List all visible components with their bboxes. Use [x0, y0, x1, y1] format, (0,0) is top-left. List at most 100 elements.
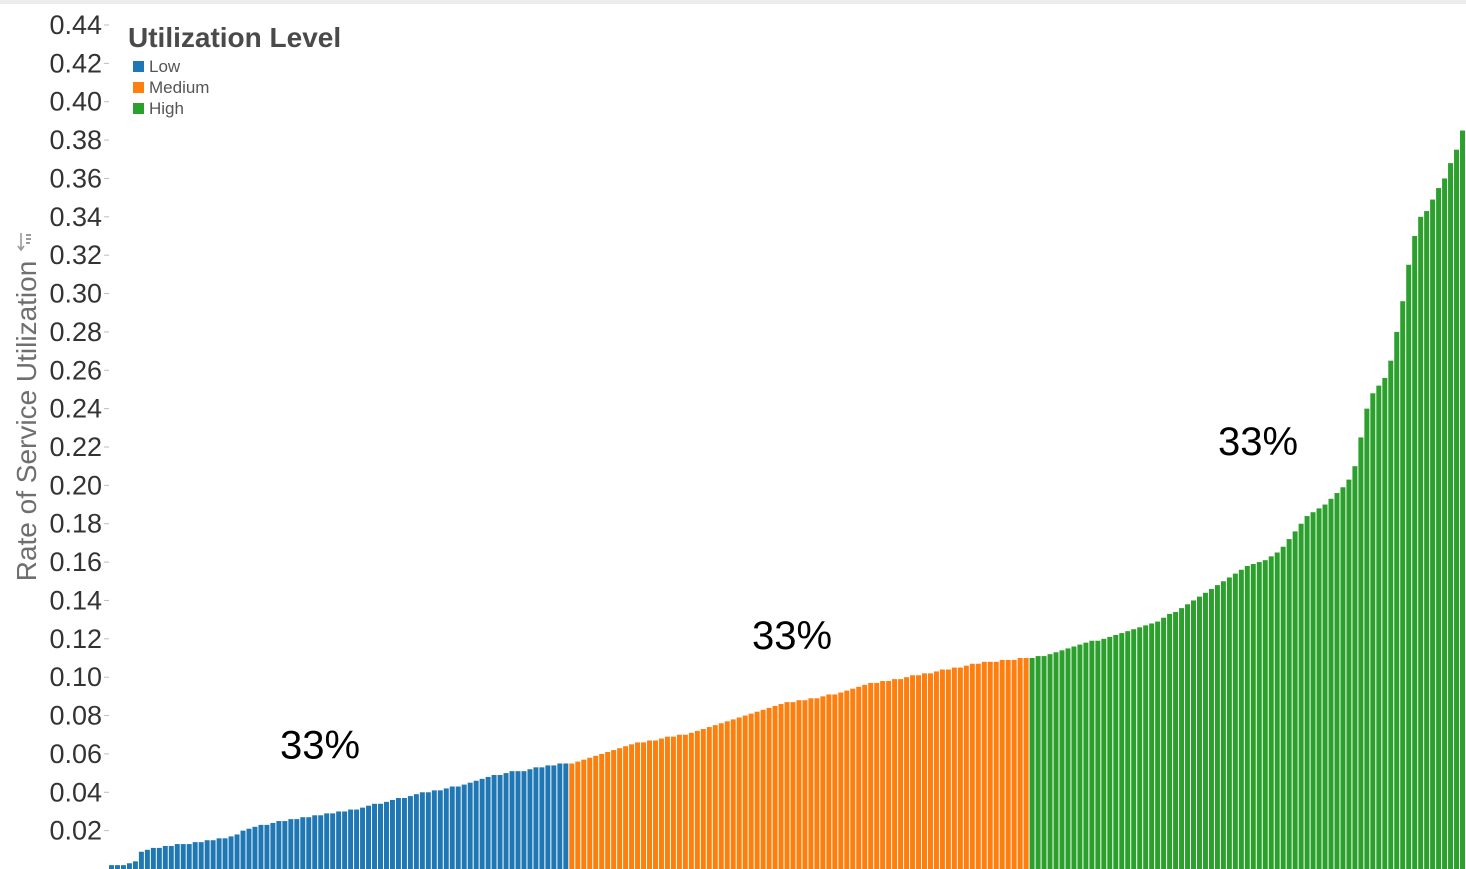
bar-high[interactable]	[1346, 479, 1352, 869]
bar-medium[interactable]	[611, 750, 617, 869]
bar-high[interactable]	[1286, 539, 1292, 869]
bar-high[interactable]	[1095, 640, 1101, 869]
bar-high[interactable]	[1376, 385, 1382, 869]
bar-low[interactable]	[234, 834, 240, 869]
bar-high[interactable]	[1161, 617, 1167, 869]
bar-high[interactable]	[1328, 498, 1334, 869]
bar-medium[interactable]	[623, 746, 629, 869]
bar-high[interactable]	[1155, 621, 1161, 869]
bar-high[interactable]	[1238, 569, 1244, 869]
bar-low[interactable]	[389, 799, 395, 869]
bar-high[interactable]	[1430, 199, 1436, 869]
bar-medium[interactable]	[790, 702, 796, 869]
bar-medium[interactable]	[688, 732, 694, 869]
bar-medium[interactable]	[880, 681, 886, 869]
bar-high[interactable]	[1448, 163, 1454, 869]
bar-low[interactable]	[132, 861, 138, 869]
bar-medium[interactable]	[718, 723, 724, 869]
bar-high[interactable]	[1220, 581, 1226, 869]
bar-high[interactable]	[1268, 556, 1274, 869]
bar-high[interactable]	[1304, 516, 1310, 869]
bar-medium[interactable]	[706, 727, 712, 869]
bar-low[interactable]	[312, 815, 318, 869]
bar-low[interactable]	[342, 811, 348, 869]
bar-high[interactable]	[1119, 633, 1125, 869]
bar-high[interactable]	[1262, 560, 1268, 869]
bar-high[interactable]	[1059, 650, 1065, 869]
bar-medium[interactable]	[981, 661, 987, 869]
bar-high[interactable]	[1208, 588, 1214, 869]
bar-high[interactable]	[1173, 611, 1179, 869]
bar-low[interactable]	[252, 826, 258, 869]
bar-high[interactable]	[1089, 640, 1095, 869]
bar-medium[interactable]	[575, 761, 581, 869]
bar-medium[interactable]	[814, 698, 820, 869]
bar-low[interactable]	[354, 809, 360, 869]
bar-low[interactable]	[563, 763, 569, 869]
bar-low[interactable]	[395, 798, 401, 869]
bar-medium[interactable]	[993, 661, 999, 869]
bar-medium[interactable]	[730, 719, 736, 869]
bar-low[interactable]	[318, 815, 324, 869]
bar-low[interactable]	[144, 849, 150, 869]
legend-item-medium[interactable]: Medium	[133, 77, 428, 98]
bar-low[interactable]	[348, 809, 354, 869]
bar-medium[interactable]	[587, 757, 593, 869]
bar-medium[interactable]	[1011, 659, 1017, 869]
bar-medium[interactable]	[778, 704, 784, 869]
bar-high[interactable]	[1149, 623, 1155, 869]
bar-medium[interactable]	[874, 682, 880, 869]
bar-low[interactable]	[210, 840, 216, 869]
bar-medium[interactable]	[826, 694, 832, 869]
bar-medium[interactable]	[766, 707, 772, 869]
bar-low[interactable]	[228, 836, 234, 869]
bar-high[interactable]	[1047, 654, 1053, 869]
bar-high[interactable]	[1065, 648, 1071, 869]
bar-medium[interactable]	[844, 690, 850, 869]
bar-low[interactable]	[461, 784, 467, 869]
bar-low[interactable]	[216, 838, 222, 869]
bar-medium[interactable]	[682, 734, 688, 869]
bar-medium[interactable]	[796, 700, 802, 869]
bar-medium[interactable]	[832, 694, 838, 869]
bar-medium[interactable]	[916, 675, 922, 869]
bar-high[interactable]	[1101, 638, 1107, 869]
bar-low[interactable]	[198, 842, 204, 869]
bar-medium[interactable]	[927, 673, 933, 869]
bar-high[interactable]	[1214, 585, 1220, 869]
bar-medium[interactable]	[736, 717, 742, 869]
sort-icon[interactable]	[17, 230, 33, 258]
bar-medium[interactable]	[999, 659, 1005, 869]
bar-low[interactable]	[162, 845, 168, 869]
bar-high[interactable]	[1083, 642, 1089, 869]
bar-high[interactable]	[1143, 625, 1149, 869]
bar-low[interactable]	[449, 786, 455, 869]
bar-low[interactable]	[114, 865, 120, 869]
bar-low[interactable]	[324, 813, 330, 869]
bar-medium[interactable]	[850, 688, 856, 869]
bar-medium[interactable]	[712, 725, 718, 869]
bar-medium[interactable]	[664, 736, 670, 869]
bar-high[interactable]	[1244, 565, 1250, 869]
bar-medium[interactable]	[724, 721, 730, 869]
bar-medium[interactable]	[1023, 658, 1029, 869]
bar-low[interactable]	[300, 817, 306, 869]
bar-medium[interactable]	[868, 682, 874, 869]
bar-medium[interactable]	[700, 728, 706, 869]
bar-low[interactable]	[533, 767, 539, 869]
bar-low[interactable]	[491, 775, 497, 869]
bar-low[interactable]	[378, 803, 383, 869]
bar-low[interactable]	[282, 821, 288, 869]
bar-low[interactable]	[425, 792, 431, 869]
bar-low[interactable]	[521, 771, 527, 869]
bar-low[interactable]	[545, 765, 551, 869]
bar-medium[interactable]	[886, 681, 892, 869]
bar-low[interactable]	[109, 865, 114, 869]
bar-high[interactable]	[1310, 512, 1316, 869]
bar-medium[interactable]	[784, 702, 790, 869]
bar-low[interactable]	[551, 765, 557, 869]
bar-low[interactable]	[413, 794, 419, 869]
bar-high[interactable]	[1394, 331, 1400, 869]
bar-high[interactable]	[1334, 493, 1340, 869]
bar-medium[interactable]	[772, 705, 778, 869]
